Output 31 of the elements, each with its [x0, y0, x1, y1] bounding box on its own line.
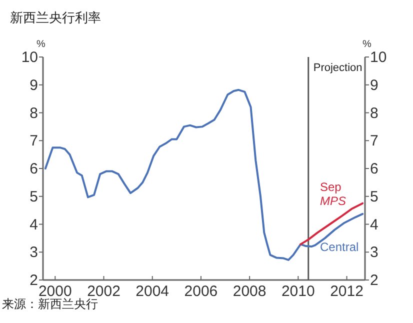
x-tick-label: 2004	[136, 283, 170, 300]
y-tick-label: 4	[30, 216, 38, 234]
y2-tick-label: 6	[370, 160, 378, 178]
y2-axis-title: %	[362, 39, 372, 50]
y2-tick-label: 7	[370, 132, 378, 150]
x-tick-label: 2008	[232, 283, 266, 300]
y-tick-label: 2	[30, 272, 38, 289]
y-tick-label: 3	[30, 244, 38, 262]
x-tick-label: 2002	[87, 283, 120, 300]
y-tick-label: 7	[30, 132, 38, 150]
x-tick-label: 2006	[184, 283, 218, 300]
source-note: 来源：新西兰央行	[2, 297, 98, 311]
y2-tick-label: 2	[370, 272, 378, 289]
y2-tick-label: 5	[370, 188, 378, 206]
x-tick-label: 2012	[330, 283, 364, 300]
y2-tick-label: 8	[370, 104, 378, 122]
series-label: Sep MPS	[320, 180, 346, 208]
ref-line-label: Projection	[313, 62, 362, 74]
x-tick-label: 2010	[281, 283, 315, 300]
y2-tick-label: 4	[370, 216, 378, 234]
y-tick-label: 9	[30, 76, 38, 94]
y-tick-label: 5	[30, 188, 38, 206]
y2-tick-label: 10	[370, 49, 387, 66]
y-tick-label: 6	[30, 160, 38, 178]
y-tick-label: 10	[21, 49, 38, 66]
series-label: Central	[320, 240, 359, 254]
y2-tick-label: 9	[370, 76, 378, 94]
chart-title: 新西兰央行利率	[10, 10, 101, 25]
y2-tick-label: 3	[370, 244, 378, 262]
y-axis-title: %	[36, 39, 46, 50]
y-tick-label: 8	[30, 104, 38, 122]
